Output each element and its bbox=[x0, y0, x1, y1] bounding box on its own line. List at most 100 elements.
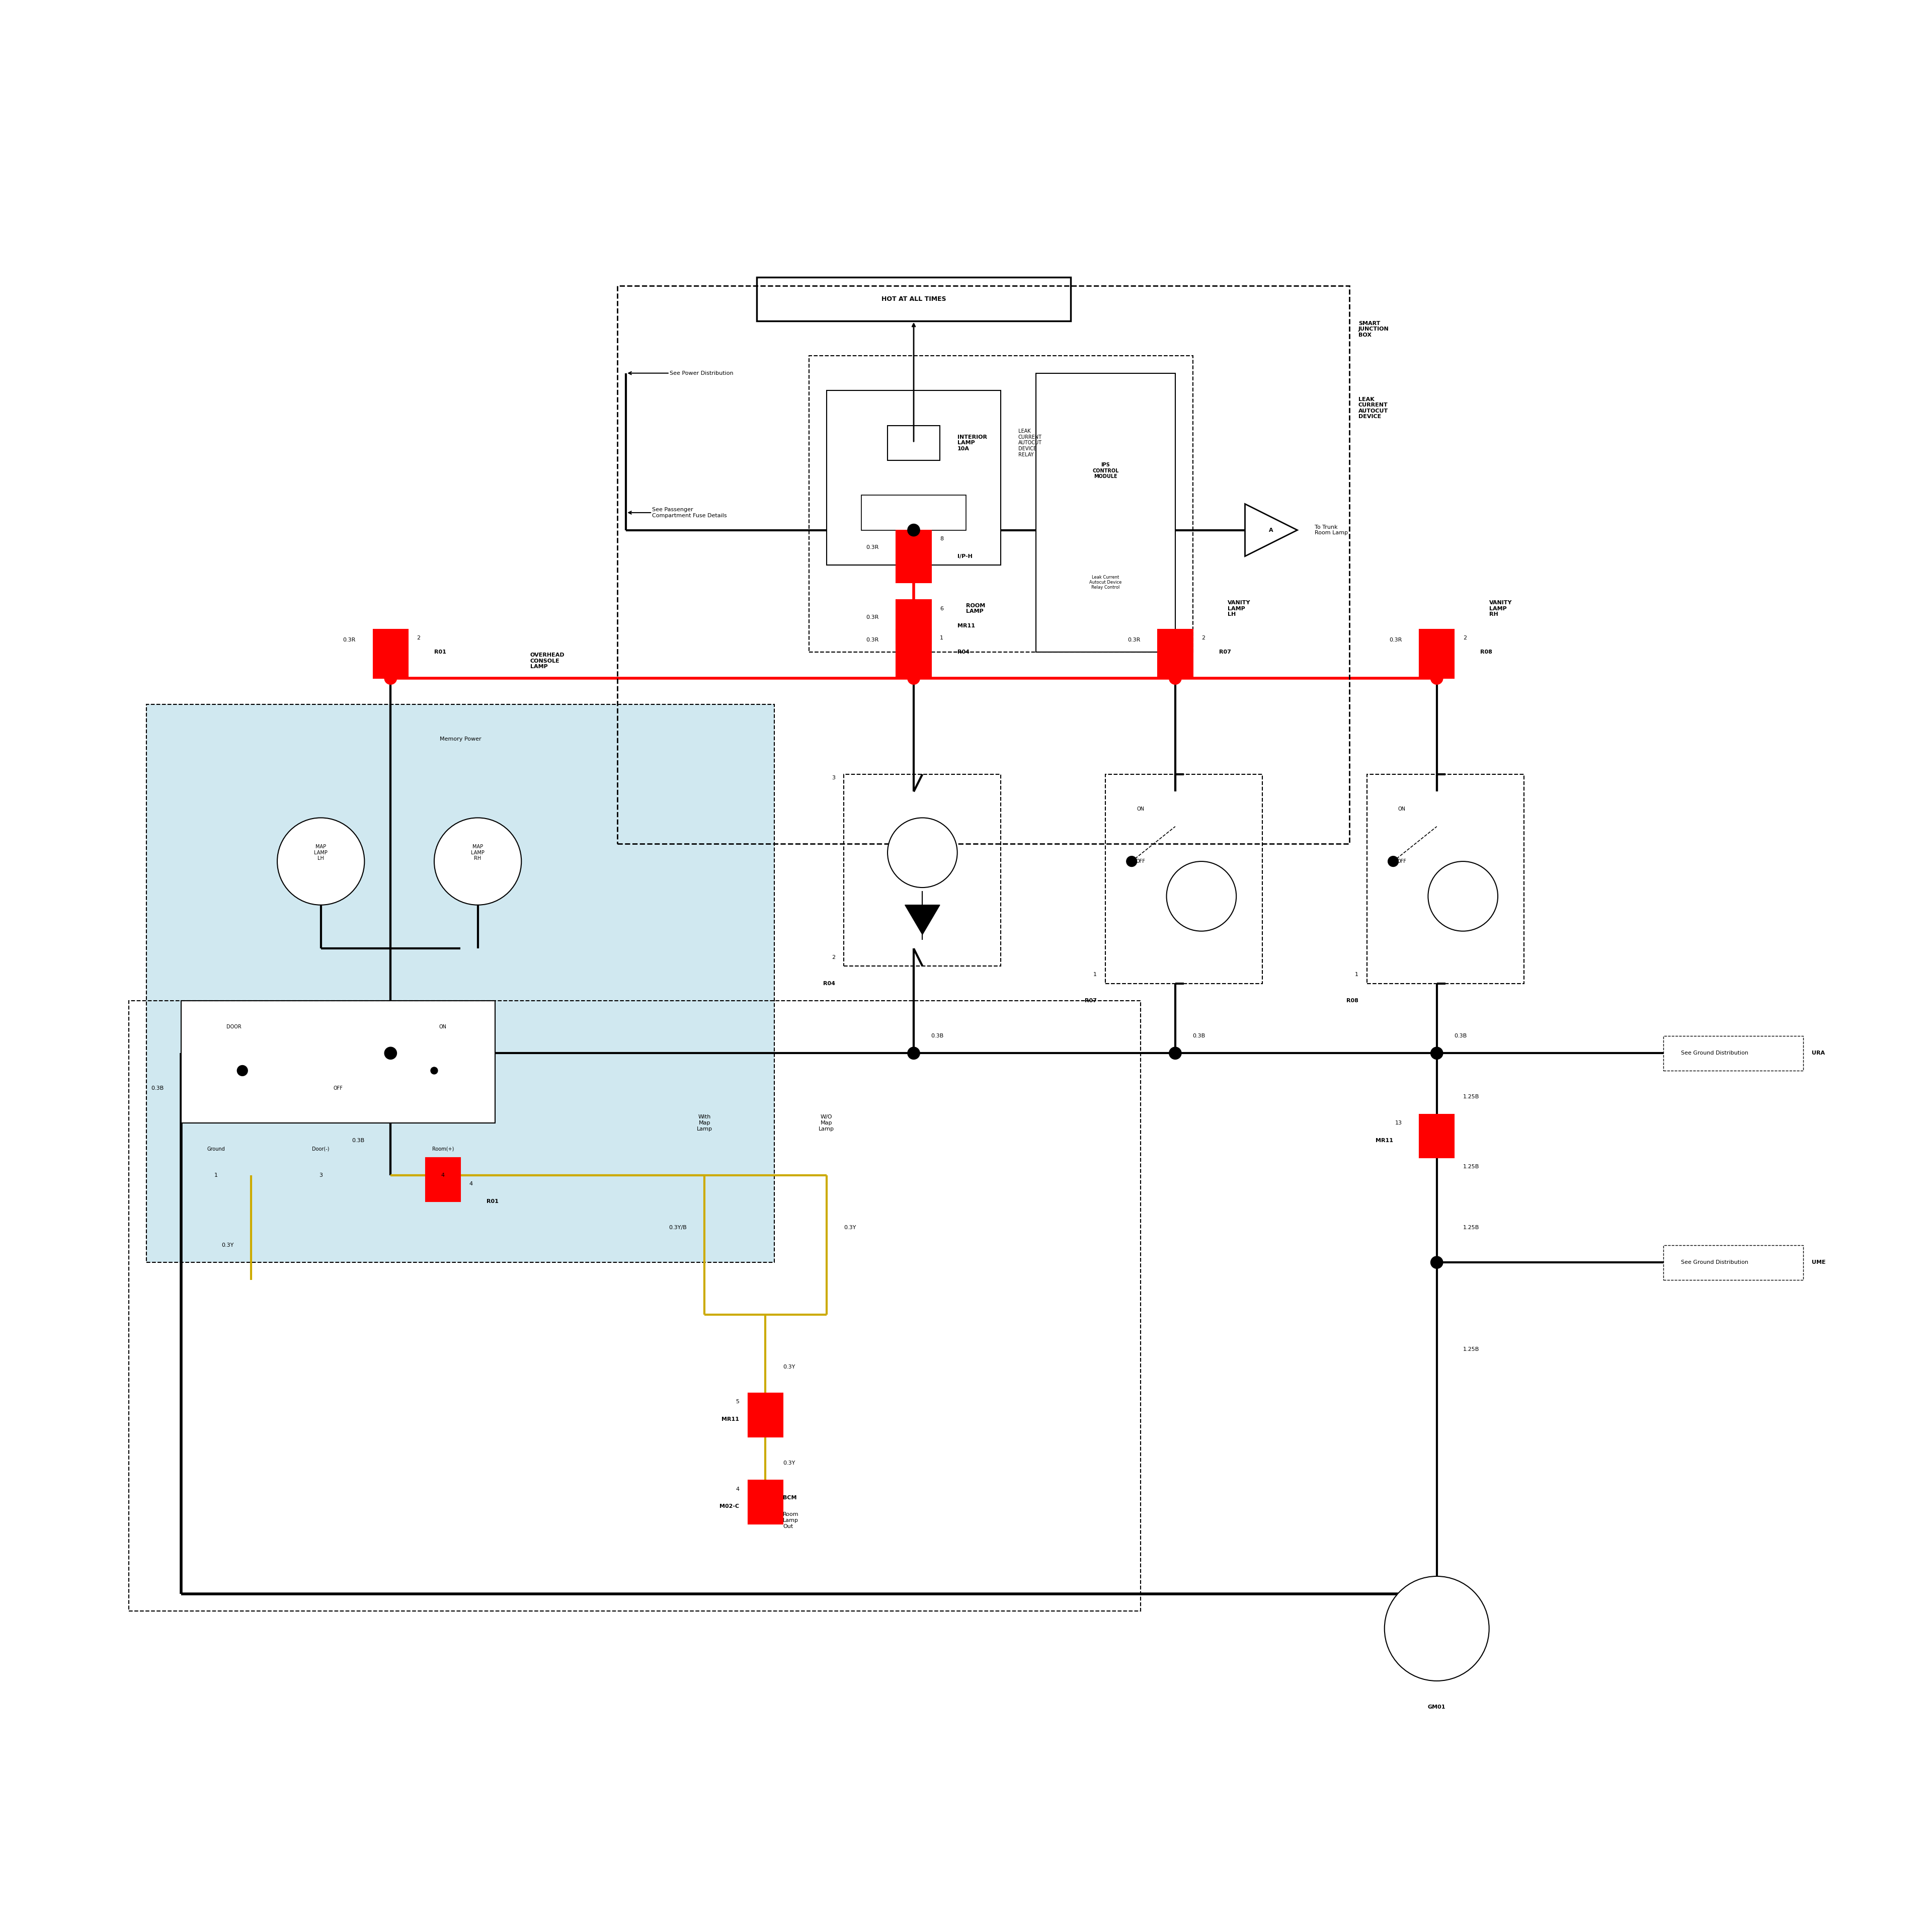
Text: 0.3R: 0.3R bbox=[866, 545, 879, 551]
Text: UME: UME bbox=[1812, 1260, 1826, 1265]
Text: OVERHEAD
CONSOLE
LAMP: OVERHEAD CONSOLE LAMP bbox=[529, 653, 564, 668]
Text: 1.25B: 1.25B bbox=[1463, 1094, 1480, 1099]
Bar bbox=[1105, 775, 1262, 983]
Circle shape bbox=[1169, 1047, 1180, 1059]
Text: R04: R04 bbox=[956, 649, 970, 655]
Circle shape bbox=[1432, 1256, 1443, 1269]
Text: LEAK
CURRENT
AUTOCUT
DEVICE
RELAY: LEAK CURRENT AUTOCUT DEVICE RELAY bbox=[1018, 429, 1041, 458]
Bar bbox=[757, 278, 1070, 321]
Text: IPS
CONTROL
MODULE: IPS CONTROL MODULE bbox=[1092, 462, 1119, 479]
Text: 6: 6 bbox=[939, 607, 943, 611]
Bar bbox=[425, 1157, 460, 1202]
Text: R08: R08 bbox=[1347, 999, 1358, 1003]
Text: A: A bbox=[1269, 527, 1273, 533]
Text: MR11: MR11 bbox=[956, 624, 976, 628]
Bar bbox=[844, 775, 1001, 966]
Text: R08: R08 bbox=[1480, 649, 1492, 655]
Text: ON: ON bbox=[1399, 806, 1406, 811]
Text: MR11: MR11 bbox=[723, 1416, 740, 1422]
Text: See Ground Distribution: See Ground Distribution bbox=[1681, 1260, 1748, 1265]
Text: 0.3R: 0.3R bbox=[866, 638, 879, 643]
Text: R07: R07 bbox=[1084, 999, 1097, 1003]
Text: 0.3R: 0.3R bbox=[344, 638, 355, 643]
Text: 0.3B: 0.3B bbox=[1192, 1034, 1206, 1037]
Text: R07: R07 bbox=[1219, 649, 1231, 655]
Text: 8: 8 bbox=[939, 537, 943, 541]
Text: 2: 2 bbox=[1463, 636, 1466, 641]
Text: MAP
LAMP
LH: MAP LAMP LH bbox=[315, 844, 328, 862]
Text: 0.3B: 0.3B bbox=[352, 1138, 365, 1144]
Bar bbox=[896, 529, 931, 582]
Text: 1: 1 bbox=[1094, 972, 1097, 978]
Circle shape bbox=[1126, 856, 1136, 867]
Text: GM01: GM01 bbox=[1428, 1704, 1445, 1710]
Text: With
Map
Lamp: With Map Lamp bbox=[697, 1115, 713, 1132]
Text: OFF: OFF bbox=[1136, 860, 1146, 864]
Polygon shape bbox=[904, 904, 939, 935]
Text: Memory Power: Memory Power bbox=[440, 736, 481, 742]
Text: Room(+): Room(+) bbox=[433, 1146, 454, 1151]
Circle shape bbox=[908, 1047, 920, 1059]
Bar bbox=[810, 355, 1192, 653]
Circle shape bbox=[1167, 862, 1236, 931]
Bar bbox=[373, 630, 408, 678]
Bar bbox=[896, 599, 931, 643]
Circle shape bbox=[1432, 1047, 1443, 1059]
Text: 0.3R: 0.3R bbox=[1128, 638, 1140, 643]
Text: VANITY
LAMP
RH: VANITY LAMP RH bbox=[1490, 601, 1513, 616]
Text: 0.3Y: 0.3Y bbox=[782, 1364, 796, 1370]
Text: ON: ON bbox=[439, 1024, 446, 1030]
Text: 2: 2 bbox=[831, 954, 835, 960]
Circle shape bbox=[435, 817, 522, 904]
Text: 0.3B: 0.3B bbox=[151, 1086, 164, 1090]
Bar bbox=[748, 1393, 782, 1437]
Text: MAP
LAMP
RH: MAP LAMP RH bbox=[471, 844, 485, 862]
Text: 3: 3 bbox=[831, 775, 835, 781]
Text: Door(-): Door(-) bbox=[313, 1146, 330, 1151]
Text: 1: 1 bbox=[939, 636, 943, 641]
Bar bbox=[616, 286, 1350, 844]
Text: W/O
Map
Lamp: W/O Map Lamp bbox=[819, 1115, 835, 1132]
Bar bbox=[862, 495, 966, 529]
Text: ROOM
LAMP: ROOM LAMP bbox=[966, 603, 985, 614]
Text: 2: 2 bbox=[1202, 636, 1206, 641]
Bar bbox=[887, 425, 939, 460]
Text: 0.3R: 0.3R bbox=[866, 614, 879, 620]
Text: 0.3B: 0.3B bbox=[1455, 1034, 1466, 1037]
Text: 0.3Y: 0.3Y bbox=[844, 1225, 856, 1231]
Bar bbox=[1157, 630, 1192, 678]
Text: 0.3Y: 0.3Y bbox=[782, 1461, 796, 1466]
Text: See Passenger
Compartment Fuse Details: See Passenger Compartment Fuse Details bbox=[653, 508, 726, 518]
Bar bbox=[827, 390, 1001, 564]
Bar bbox=[182, 1001, 495, 1122]
Text: HOT AT ALL TIMES: HOT AT ALL TIMES bbox=[881, 296, 947, 301]
Text: 2: 2 bbox=[417, 636, 421, 641]
Text: SMART
JUNCTION
BOX: SMART JUNCTION BOX bbox=[1358, 321, 1389, 338]
Text: LEAK
CURRENT
AUTOCUT
DEVICE: LEAK CURRENT AUTOCUT DEVICE bbox=[1358, 396, 1387, 419]
Bar bbox=[1036, 373, 1175, 653]
Text: See Power Distribution: See Power Distribution bbox=[670, 371, 734, 375]
Text: BCM: BCM bbox=[782, 1495, 796, 1501]
Circle shape bbox=[431, 1066, 439, 1074]
Bar bbox=[1420, 1115, 1455, 1157]
Text: 0.3B: 0.3B bbox=[931, 1034, 945, 1037]
Bar bbox=[1420, 630, 1455, 678]
Text: 13: 13 bbox=[1395, 1121, 1403, 1126]
Text: R01: R01 bbox=[435, 649, 446, 655]
Text: 4: 4 bbox=[736, 1486, 740, 1492]
Text: 0.3Y: 0.3Y bbox=[222, 1242, 234, 1248]
Text: 0.3R: 0.3R bbox=[1389, 638, 1403, 643]
Text: 4: 4 bbox=[440, 1173, 444, 1179]
Text: 0.3Y/B: 0.3Y/B bbox=[668, 1225, 688, 1231]
Circle shape bbox=[384, 672, 396, 684]
Text: To Trunk
Room Lamp: To Trunk Room Lamp bbox=[1316, 526, 1349, 535]
Bar bbox=[896, 630, 931, 678]
Bar bbox=[129, 1001, 1140, 1611]
Circle shape bbox=[908, 672, 920, 684]
Bar bbox=[1663, 1244, 1803, 1279]
Circle shape bbox=[1385, 1577, 1490, 1681]
Text: R04: R04 bbox=[823, 981, 835, 985]
Text: 5: 5 bbox=[736, 1399, 740, 1405]
Circle shape bbox=[887, 817, 956, 887]
Bar bbox=[147, 705, 775, 1262]
